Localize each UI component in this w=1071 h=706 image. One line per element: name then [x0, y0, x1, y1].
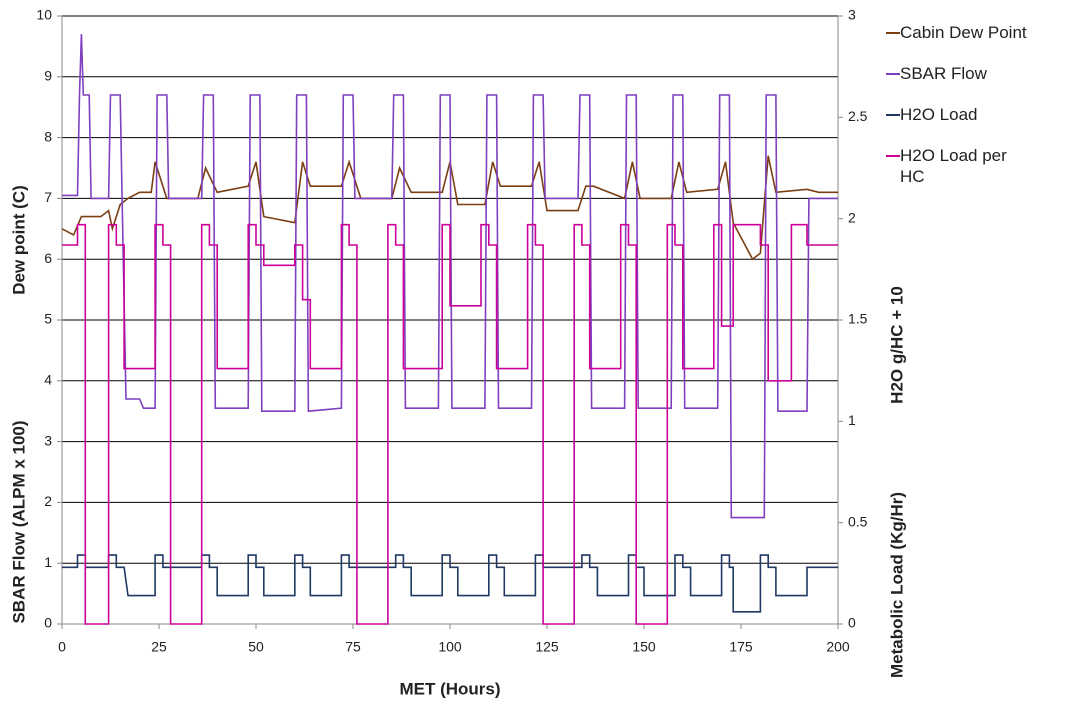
x-tick-label: 200: [826, 639, 850, 655]
y2-tick-label: 0.5: [848, 513, 868, 529]
y-axis-label: SBAR Flow (ALPM x 100): [9, 420, 28, 623]
y-tick-label: 2: [44, 493, 52, 509]
y2-tick-label: 1.5: [848, 311, 868, 327]
y2-tick-label: 3: [848, 7, 856, 23]
y-tick-label: 10: [36, 7, 52, 23]
legend-swatch: [886, 32, 900, 34]
legend-item: SBAR Flow: [886, 63, 1066, 84]
y-tick-label: 8: [44, 128, 52, 144]
legend: Cabin Dew Point SBAR Flow H2O Load H2O Load…: [886, 22, 1066, 207]
y-tick-label: 1: [44, 554, 52, 570]
legend-swatch: [886, 155, 900, 157]
y-tick-label: 7: [44, 189, 52, 205]
legend-label: Cabin Dew Point: [900, 23, 1027, 42]
y-tick-label: 6: [44, 250, 52, 266]
series-line: [61, 155, 838, 261]
legend-label: H2O Load per HC: [900, 146, 1007, 186]
series-line: [62, 34, 838, 519]
x-tick-label: 150: [632, 639, 656, 655]
y-tick-label: 9: [44, 68, 52, 84]
x-axis-label: MET (Hours): [399, 679, 500, 698]
legend-item: H2O Load per HC: [886, 145, 1066, 187]
series-line: [62, 223, 838, 625]
y2-axis-label: H2O g/HC + 10: [887, 286, 906, 404]
y-tick-label: 4: [44, 372, 52, 388]
y2-tick-label: 2.5: [848, 108, 868, 124]
legend-label: H2O Load: [900, 105, 978, 124]
x-tick-label: 50: [248, 639, 264, 655]
y-tick-label: 5: [44, 311, 52, 327]
y-tick-label: 3: [44, 432, 52, 448]
x-tick-label: 100: [438, 639, 462, 655]
legend-item: Cabin Dew Point: [886, 22, 1066, 43]
y2-tick-label: 0: [848, 615, 856, 631]
x-tick-label: 175: [729, 639, 753, 655]
y-tick-label: 0: [44, 615, 52, 631]
legend-item: H2O Load: [886, 104, 1066, 125]
legend-swatch: [886, 73, 900, 75]
y2-tick-label: 2: [848, 209, 856, 225]
y2-tick-label: 1: [848, 412, 856, 428]
x-tick-label: 0: [58, 639, 66, 655]
x-tick-label: 125: [535, 639, 559, 655]
y-axis-label: Dew point (C): [9, 185, 28, 295]
x-tick-label: 25: [151, 639, 167, 655]
legend-swatch: [886, 114, 900, 116]
x-tick-label: 75: [345, 639, 361, 655]
legend-label: SBAR Flow: [900, 64, 987, 83]
y2-axis-label: Metabolic Load (Kg/Hr): [887, 492, 906, 678]
